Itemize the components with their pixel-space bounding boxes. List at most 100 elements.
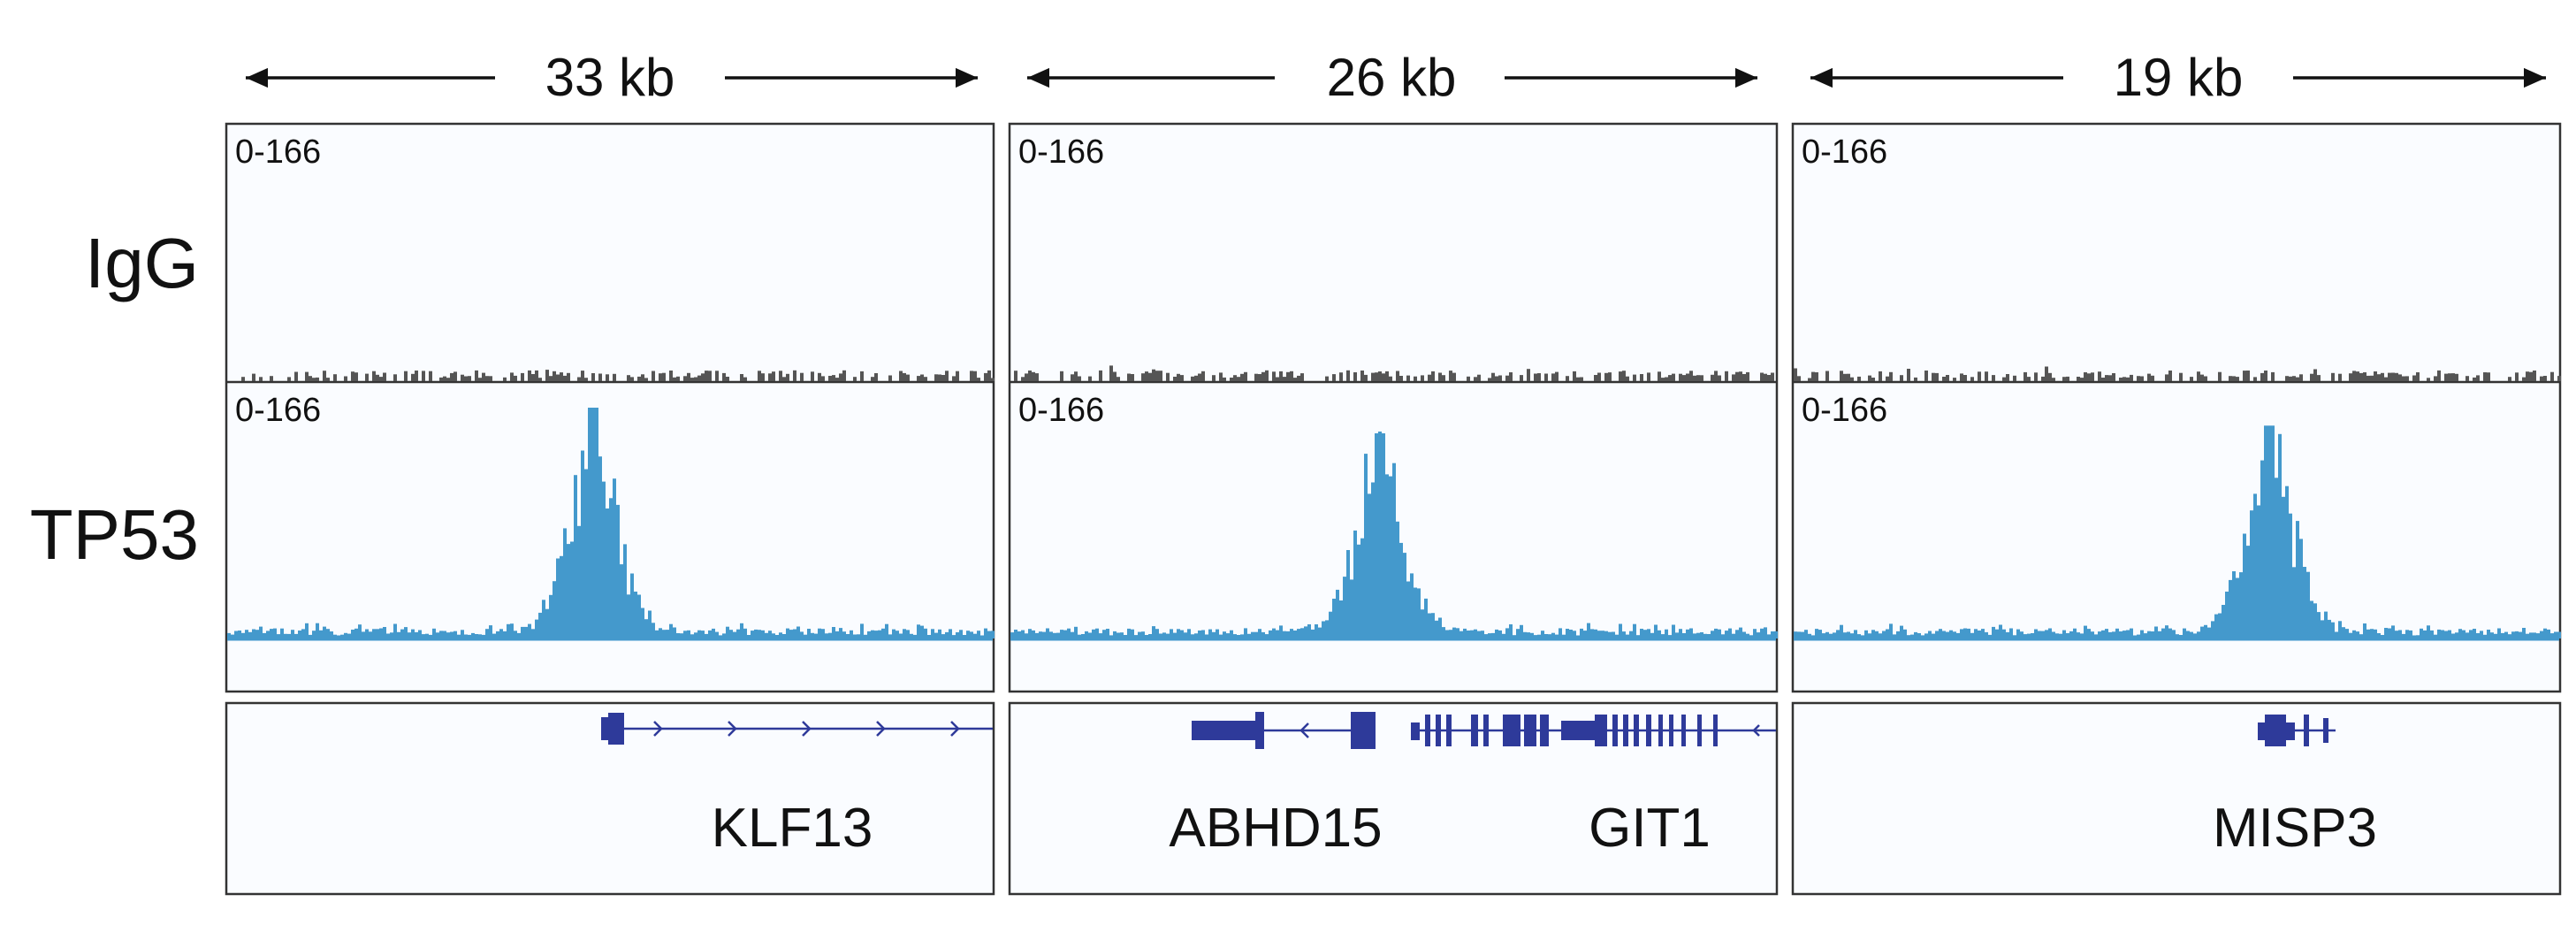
- igg-coverage-bar: [1970, 377, 1974, 381]
- igg-coverage-bar: [2179, 372, 2183, 381]
- igg-coverage-bar: [2313, 369, 2317, 381]
- tp53-coverage-bar: [853, 634, 857, 638]
- tp53-coverage-bar: [977, 631, 980, 638]
- igg-coverage-bar: [811, 371, 814, 381]
- tp53-coverage-bar: [443, 631, 446, 638]
- tp53-coverage-bar: [2289, 513, 2292, 638]
- gene-track-frame: [1791, 701, 2562, 896]
- igg-coverage-bar: [2476, 375, 2480, 381]
- tp53-coverage-bar: [1283, 631, 1286, 638]
- igg-coverage-bar: [2271, 371, 2275, 381]
- tp53-coverage-bar: [347, 633, 351, 638]
- tp53-track: [227, 408, 995, 638]
- igg-coverage-bar: [1406, 375, 1410, 381]
- tp53-coverage-bar: [768, 631, 772, 638]
- tp53-coverage-bar: [273, 628, 277, 638]
- igg-coverage-bar: [1378, 371, 1382, 381]
- tp53-coverage-bar: [1438, 617, 1442, 638]
- igg-coverage-bar: [1088, 376, 1092, 381]
- igg-coverage-bar: [2034, 372, 2038, 381]
- igg-coverage-bar: [662, 372, 666, 381]
- tp53-coverage-bar: [1010, 632, 1014, 638]
- tp53-coverage-bar: [772, 633, 775, 638]
- tp53-coverage-bar: [1346, 550, 1350, 638]
- igg-coverage-bar: [1760, 372, 1764, 381]
- igg-coverage-bar: [2366, 375, 2370, 381]
- tp53-coverage-bar: [2529, 632, 2533, 638]
- tp53-coverage-bar: [1166, 633, 1170, 638]
- tp53-coverage-bar: [659, 628, 662, 638]
- igg-coverage-bar: [1825, 371, 1829, 381]
- igg-coverage-bar: [344, 376, 347, 381]
- tp53-coverage-bar: [2211, 621, 2214, 638]
- igg-coverage-bar: [1428, 374, 1431, 381]
- tp53-coverage-bar: [1272, 628, 1276, 638]
- tp53-coverage-bar: [1081, 634, 1085, 638]
- igg-coverage-bar: [2002, 377, 2006, 381]
- tp53-coverage-bar: [2055, 633, 2059, 638]
- igg-coverage-bar: [1771, 372, 1774, 381]
- igg-coverage-bar: [2508, 377, 2511, 381]
- tp53-coverage-bar: [1233, 634, 1237, 638]
- tp53-coverage-bar: [864, 634, 867, 638]
- igg-coverage-bar: [1237, 377, 1240, 381]
- tp53-coverage-bar: [432, 628, 436, 638]
- tp53-coverage-bar: [980, 635, 984, 638]
- tp53-coverage-bar: [2557, 631, 2561, 638]
- igg-coverage-bar: [383, 372, 386, 381]
- tp53-coverage-bar: [1583, 631, 1587, 638]
- tp53-coverage-bar: [846, 634, 850, 638]
- tp53-coverage-bar: [266, 631, 270, 638]
- tp53-coverage-bar: [2444, 631, 2448, 638]
- igg-coverage-bar: [351, 371, 354, 381]
- tp53-coverage-bar: [2186, 631, 2190, 638]
- tp53-coverage-bar: [1703, 633, 1707, 638]
- tp53-coverage-bar: [1208, 629, 1212, 638]
- tp53-coverage-bar: [2218, 613, 2222, 638]
- igg-coverage-bar: [521, 372, 524, 381]
- igg-coverage-bar: [1580, 377, 1583, 381]
- tp53-coverage-bar: [496, 631, 499, 638]
- tp53-coverage-bar: [722, 633, 726, 638]
- tp53-coverage-bar: [475, 634, 478, 638]
- tp53-coverage-bar: [687, 630, 690, 638]
- tp53-coverage-bar: [1774, 631, 1778, 638]
- tp53-coverage-bar: [1120, 632, 1124, 638]
- igg-coverage-bar: [853, 377, 857, 381]
- igg-coverage-bar: [1914, 377, 1917, 381]
- igg-coverage-bar: [1696, 375, 1700, 381]
- igg-coverage-bar: [510, 372, 514, 381]
- tp53-coverage-bar: [2381, 635, 2384, 638]
- tp53-coverage-bar: [2313, 603, 2317, 638]
- igg-coverage-bar: [2331, 372, 2335, 381]
- tp53-coverage-bar: [885, 623, 888, 638]
- tp53-coverage-bar: [386, 633, 390, 638]
- tp53-coverage-bar: [1505, 628, 1509, 638]
- tp53-coverage-bar: [1967, 628, 1970, 638]
- tp53-coverage-bar: [726, 626, 729, 638]
- igg-coverage-bar: [1840, 371, 1843, 381]
- tp53-coverage-bar: [701, 631, 705, 638]
- igg-coverage-bar: [835, 378, 839, 381]
- tp53-coverage-bar: [602, 481, 606, 638]
- tp53-coverage-bar: [2366, 629, 2370, 638]
- tp53-coverage-bar: [641, 608, 644, 638]
- span-label: 33 kb: [545, 48, 675, 107]
- tp53-coverage-bar: [2140, 630, 2144, 638]
- tp53-coverage-bar: [991, 631, 995, 638]
- tp53-coverage-bar: [1647, 629, 1650, 638]
- igg-coverage-bar: [1131, 374, 1134, 381]
- tp53-coverage-bar: [1099, 633, 1102, 638]
- igg-coverage-bar: [2465, 376, 2469, 381]
- tp53-coverage-bar: [1689, 628, 1693, 638]
- igg-coverage-bar: [2483, 372, 2487, 381]
- igg-coverage-bar: [439, 377, 443, 381]
- panel-3: 19 kb 0-166 0-166 MISP3: [1791, 48, 2562, 896]
- tp53-coverage-bar: [1495, 629, 1498, 638]
- igg-coverage-bar: [1286, 371, 1290, 381]
- tp53-coverage-bar: [2331, 622, 2335, 638]
- igg-coverage-bar: [464, 376, 468, 381]
- tp53-coverage-bar: [743, 628, 747, 638]
- tp53-coverage-bar: [1850, 633, 1854, 638]
- igg-coverage-bar: [2098, 371, 2101, 381]
